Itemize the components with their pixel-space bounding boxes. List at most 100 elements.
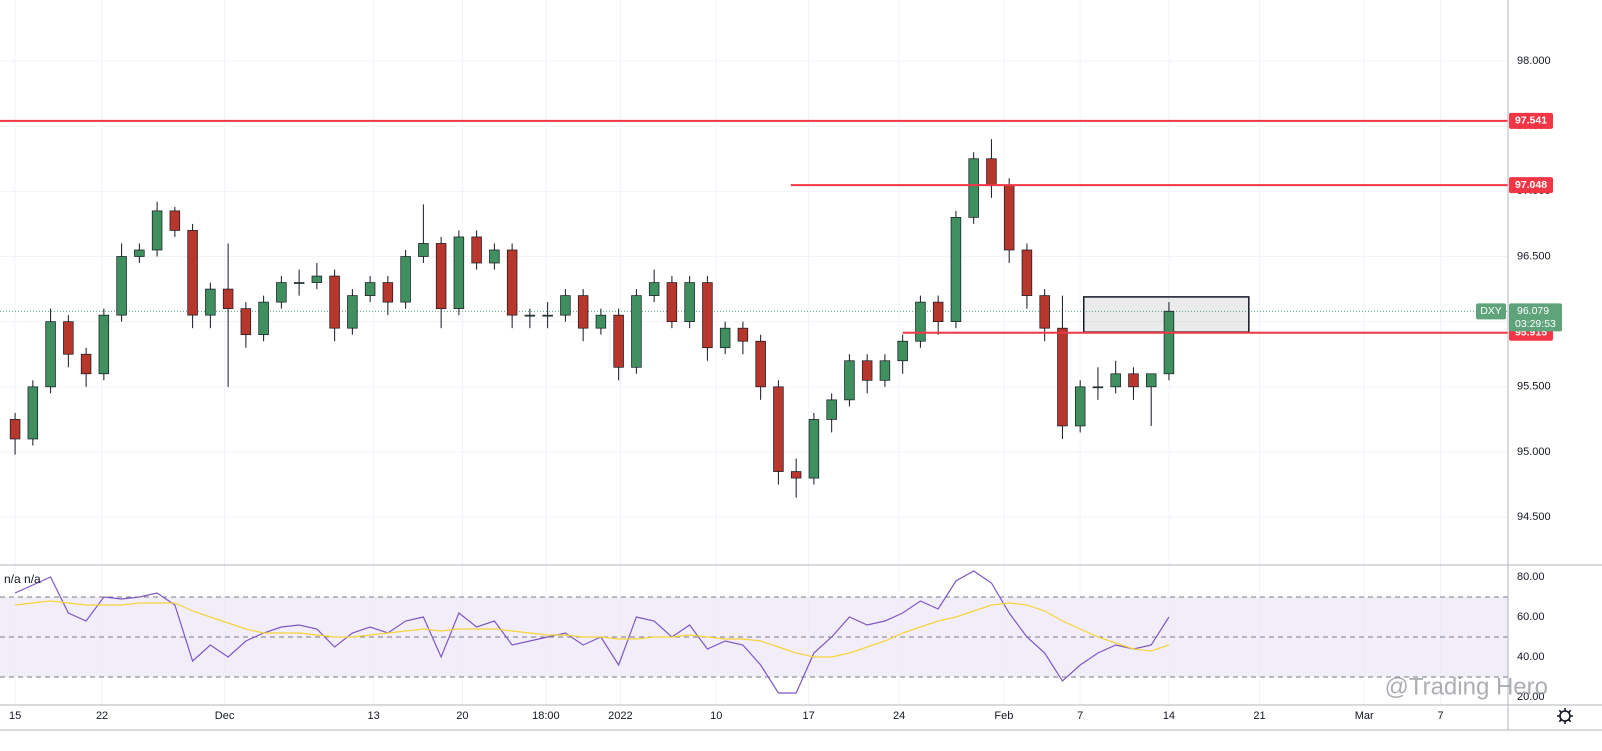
candle-body bbox=[666, 282, 678, 323]
candle-body bbox=[151, 210, 163, 251]
rsi-line bbox=[15, 600, 1170, 658]
candle-body bbox=[400, 256, 411, 303]
candle-body bbox=[27, 386, 39, 440]
x-tick-label: Mar bbox=[1355, 710, 1374, 722]
x-tick-label: 13 bbox=[368, 710, 380, 722]
rsi-tick-label: 80.00 bbox=[1517, 571, 1545, 583]
y-tick-label: 98.000 bbox=[1517, 55, 1551, 67]
x-tick-label: 10 bbox=[710, 710, 722, 722]
x-tick-label: 24 bbox=[893, 710, 905, 722]
candle-body bbox=[595, 314, 607, 329]
candle-body bbox=[116, 256, 127, 316]
candle-body bbox=[755, 340, 766, 388]
level-label: 97.048 bbox=[1515, 179, 1547, 191]
candle-body bbox=[524, 314, 536, 317]
rsi-tick-label: 60.00 bbox=[1517, 611, 1545, 623]
countdown-label: 03:29:53 bbox=[1515, 318, 1556, 330]
candle-body bbox=[222, 288, 234, 309]
candle-body bbox=[808, 419, 820, 479]
candle-body bbox=[435, 243, 447, 309]
candle-body bbox=[932, 301, 944, 323]
x-tick-label: 18:00 bbox=[532, 710, 560, 722]
candle-body bbox=[826, 399, 837, 420]
candle-body bbox=[719, 327, 731, 349]
candle-body bbox=[134, 249, 145, 257]
candle-body bbox=[364, 282, 376, 296]
candle-body bbox=[169, 210, 181, 231]
candle-body bbox=[1039, 295, 1050, 329]
candle-body bbox=[577, 295, 589, 329]
rsi-legend: n/a n/a bbox=[4, 572, 41, 586]
candle-body bbox=[1128, 373, 1139, 388]
rsi-band bbox=[0, 597, 1508, 677]
y-tick-label: 94.500 bbox=[1517, 511, 1551, 523]
candle-body bbox=[790, 471, 802, 479]
candle-body bbox=[293, 282, 305, 284]
candle-body bbox=[1145, 373, 1157, 388]
candle-body bbox=[98, 314, 110, 375]
candle-body bbox=[950, 217, 962, 323]
candle-body bbox=[187, 230, 198, 316]
candle-body bbox=[329, 275, 340, 329]
last-price-badge bbox=[1509, 303, 1562, 332]
axes: 15 22 Dec 13 20 18:00 2022 10 17 24 Feb 7 14 21 Mar 7 94… bbox=[9, 55, 1562, 722]
candle-body bbox=[861, 360, 873, 381]
x-tick-label: Feb bbox=[994, 710, 1013, 722]
candle-body bbox=[1057, 327, 1068, 427]
last-price-label: 96.079 bbox=[1517, 305, 1549, 317]
candle-body bbox=[1163, 310, 1175, 375]
candle-body bbox=[382, 282, 394, 303]
candle-body bbox=[968, 158, 979, 218]
candle-body bbox=[773, 386, 784, 472]
candle-body bbox=[489, 249, 500, 264]
candle-body bbox=[542, 314, 553, 317]
candle-body bbox=[1092, 386, 1104, 389]
rsi-line bbox=[14, 570, 1170, 694]
candle-body bbox=[80, 353, 92, 375]
candle-body bbox=[9, 419, 21, 440]
candle-body bbox=[613, 314, 624, 368]
candle-body bbox=[648, 282, 660, 296]
x-tick-label: 21 bbox=[1253, 710, 1265, 722]
candle-body bbox=[471, 236, 482, 264]
level-badge bbox=[1509, 177, 1553, 194]
candle-body bbox=[1003, 184, 1015, 251]
main-pane bbox=[0, 119, 1508, 498]
symbol-label: DXY bbox=[1480, 305, 1502, 317]
x-tick-label: 2022 bbox=[608, 710, 632, 722]
y-tick-label: 95.500 bbox=[1517, 381, 1551, 393]
x-tick-label: 22 bbox=[96, 710, 108, 722]
x-tick-label: 7 bbox=[1437, 710, 1443, 722]
x-tick-label: 15 bbox=[9, 710, 21, 722]
symbol-badge bbox=[1476, 303, 1506, 320]
x-tick-label: 14 bbox=[1163, 710, 1175, 722]
candle-body bbox=[1110, 373, 1121, 388]
candle-body bbox=[347, 295, 358, 329]
candle-body bbox=[63, 321, 74, 355]
y-tick-label: 96.500 bbox=[1517, 250, 1551, 262]
x-tick-label: 17 bbox=[802, 710, 814, 722]
candle-body bbox=[897, 340, 908, 362]
candle-body bbox=[45, 321, 56, 388]
candle-body bbox=[631, 295, 642, 368]
rsi-tick-label: 20.00 bbox=[1517, 691, 1545, 703]
candle-body bbox=[986, 158, 997, 186]
x-tick-label: 7 bbox=[1077, 710, 1083, 722]
candle-body bbox=[560, 295, 571, 316]
level-badge bbox=[1509, 112, 1553, 129]
candle-body bbox=[879, 360, 891, 381]
candle-body bbox=[258, 301, 269, 336]
watermark: @Trading Hero bbox=[1384, 673, 1548, 700]
candle-body bbox=[240, 308, 252, 336]
candle-body bbox=[205, 288, 216, 316]
candle-body bbox=[915, 301, 926, 342]
candle-body bbox=[1074, 386, 1086, 427]
candle-body bbox=[506, 249, 518, 316]
candle-body bbox=[737, 327, 749, 342]
rsi-tick-label: 40.00 bbox=[1517, 651, 1545, 663]
rsi-pane: n/a n/a bbox=[0, 570, 1508, 694]
candle-body bbox=[844, 360, 855, 401]
settings-button[interactable] bbox=[1557, 708, 1573, 724]
y-tick-label: 95.000 bbox=[1517, 446, 1551, 458]
